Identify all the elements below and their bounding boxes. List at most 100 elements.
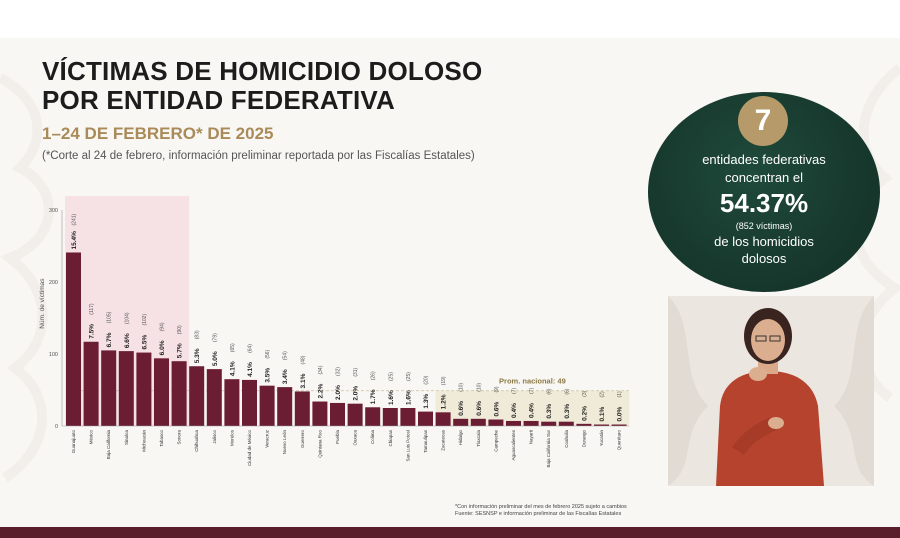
value-label: (94) <box>160 322 166 331</box>
value-label: (10) <box>459 383 465 392</box>
category-label: Zacatecas <box>441 429 446 451</box>
value-label: (25) <box>406 372 412 381</box>
value-label: (117) <box>89 303 95 315</box>
category-label: Sinaloa <box>124 430 129 446</box>
category-label: Ciudad de México <box>247 430 252 467</box>
value-label: (10) <box>476 383 482 392</box>
y-tick-label: 200 <box>49 280 58 286</box>
category-label: Puebla <box>335 430 340 445</box>
value-label: (19) <box>441 376 447 385</box>
footnote-line-1: *Con información preliminar del mes de f… <box>455 504 627 510</box>
category-label: Tabasco <box>159 430 164 447</box>
category-label: San Luis Potosí <box>405 429 410 461</box>
bar-7 <box>171 361 187 426</box>
value-label: (54) <box>283 351 289 360</box>
category-label: Hidalgo <box>458 430 463 446</box>
percent-label: 0.0% <box>617 406 624 421</box>
value-label: (3) <box>582 390 588 396</box>
bar-18 <box>365 407 381 426</box>
bar-3 <box>101 350 117 426</box>
value-label: (104) <box>124 312 130 324</box>
bar-2 <box>83 341 99 426</box>
value-label: (102) <box>142 314 148 326</box>
summary-percent: 54.37% <box>719 188 809 218</box>
category-label: Chiapas <box>388 429 393 446</box>
bar-11 <box>242 379 257 426</box>
bar-17 <box>347 403 363 426</box>
bar-29 <box>558 421 574 426</box>
bar-26 <box>506 420 521 426</box>
value-label: (9) <box>494 386 500 392</box>
bar-24 <box>470 418 486 426</box>
percent-label: 2.2% <box>317 383 324 398</box>
value-label: (79) <box>212 333 218 342</box>
bar-8 <box>189 366 205 426</box>
category-label: Oaxaca <box>353 430 358 446</box>
category-label: Guanajuato <box>71 430 76 454</box>
value-label: (26) <box>371 371 377 380</box>
interpreter-figure <box>668 296 874 486</box>
percent-label: 0.6% <box>493 401 500 416</box>
chart-title: VÍCTIMAS DE HOMICIDIO DOLOSO POR ENTIDAD… <box>42 57 482 115</box>
category-label: Campeche <box>493 430 498 452</box>
percent-label: 0.6% <box>458 401 465 416</box>
value-label: (7) <box>512 388 518 394</box>
title-line-1: VÍCTIMAS DE HOMICIDIO DOLOSO <box>42 56 483 86</box>
value-label: (20) <box>424 375 430 384</box>
value-label: (2) <box>600 391 606 397</box>
y-tick-label: 0 <box>55 424 58 430</box>
bar-9 <box>206 369 222 426</box>
states-count-badge: 7 <box>738 96 788 146</box>
left-ornament <box>0 73 54 483</box>
summary-line-3: de los homicidios <box>714 234 814 249</box>
summary-victims: (852 víctimas) <box>735 221 793 231</box>
bar-19 <box>382 408 398 426</box>
bar-28 <box>541 421 557 426</box>
percent-label: 1.6% <box>388 390 395 405</box>
category-label: Tlaxcala <box>476 430 481 447</box>
percent-label: 0.1% <box>599 406 606 421</box>
percent-label: 1.6% <box>405 390 412 405</box>
category-label: Nayarit <box>529 429 534 444</box>
category-label: Sonora <box>177 430 182 445</box>
bar-10 <box>224 379 240 426</box>
category-label: Michoacán <box>141 430 146 452</box>
bar-14 <box>294 391 310 426</box>
percent-label: 0.6% <box>476 401 483 416</box>
bar-13 <box>277 387 293 426</box>
value-label: (105) <box>107 311 113 323</box>
category-label: Baja California Sur <box>546 430 551 468</box>
value-label: (7) <box>529 388 535 394</box>
value-label: (32) <box>336 367 342 376</box>
category-label: Querétaro <box>617 430 622 451</box>
date-subtitle: 1–24 DE FEBRERO* DE 2025 <box>42 124 274 143</box>
percent-label: 3.5% <box>265 368 272 383</box>
bar-1 <box>66 252 81 426</box>
category-label: Yucatán <box>599 430 604 447</box>
percent-label: 7.5% <box>89 324 96 339</box>
bar-23 <box>453 418 469 426</box>
bar-20 <box>400 408 416 426</box>
bar-31 <box>594 424 609 426</box>
category-label: Colima <box>370 430 375 445</box>
percent-label: 1.7% <box>370 389 377 404</box>
value-label: (34) <box>318 365 324 374</box>
category-label: Baja California <box>106 430 111 460</box>
category-label: Aguascalientes <box>511 429 516 460</box>
category-label: Jalisco <box>212 430 217 444</box>
percent-label: 6.6% <box>124 333 131 348</box>
summary-line-1: entidades federativas <box>702 152 826 167</box>
value-label: (1) <box>617 391 623 397</box>
percent-label: 1.3% <box>423 394 430 409</box>
percent-label: 0.4% <box>529 403 536 418</box>
value-label: (64) <box>248 344 254 353</box>
bar-15 <box>312 401 328 426</box>
bar-5 <box>136 352 152 426</box>
category-label: Guerrero <box>300 430 305 449</box>
percent-label: 0.3% <box>546 404 553 419</box>
percent-label: 3.1% <box>300 373 307 388</box>
bar-6 <box>154 358 169 426</box>
category-label: Nuevo León <box>282 430 287 455</box>
percent-label: 0.4% <box>511 403 518 418</box>
percent-label: 4.1% <box>229 361 236 376</box>
